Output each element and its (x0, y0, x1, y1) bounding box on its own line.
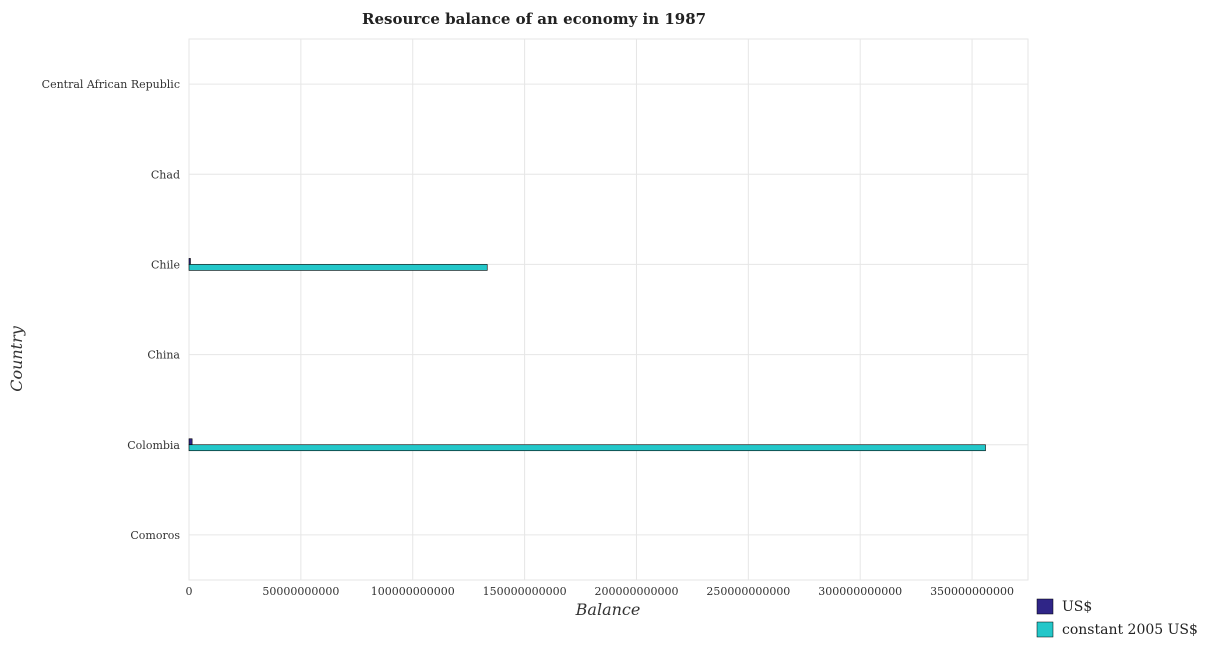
grid (188, 38, 1029, 581)
legend: US$ constant 2005 US$ (1036, 598, 1198, 638)
y-tick-label: China (147, 349, 180, 362)
x-tick-label: 0 (186, 585, 193, 598)
y-axis-label: Country (7, 325, 26, 392)
x-tick-label: 50000000000 (262, 585, 339, 598)
legend-swatch-constant-2005 (1036, 621, 1054, 638)
x-tick-label: 200000000000 (594, 585, 678, 598)
legend-label-us-dollar: US$ (1062, 599, 1092, 615)
y-tick-label: Chad (151, 168, 180, 181)
chart-title: Resource balance of an economy in 1987 (362, 10, 706, 28)
x-tick-label: 300000000000 (818, 585, 902, 598)
plot-frame (188, 38, 1029, 581)
bar-constant-2005-chile (188, 264, 488, 271)
y-tick-labels: Central African Republic Chad Chile China Co… (42, 78, 181, 542)
y-tick-label: Comoros (130, 529, 180, 542)
bar-us-dollar-colombia (188, 438, 193, 446)
x-tick-label: 150000000000 (483, 585, 567, 598)
legend-swatch-us-dollar (1036, 598, 1054, 615)
x-tick-label: 250000000000 (706, 585, 790, 598)
x-tick-label: 350000000000 (930, 585, 1014, 598)
x-tick-labels: 0 50000000000 100000000000 150000000000 2000… (186, 585, 1015, 598)
bar-constant-2005-colombia (188, 444, 986, 452)
y-tick-label: Chile (151, 258, 180, 271)
bar-us-dollar-chile (188, 258, 191, 265)
x-tick-label: 100000000000 (371, 585, 455, 598)
y-tick-label: Colombia (127, 439, 180, 452)
legend-label-constant-2005: constant 2005 US$ (1062, 622, 1198, 638)
bars (188, 258, 986, 452)
x-axis-label: Balance (575, 600, 641, 619)
y-tick-label: Central African Republic (42, 78, 180, 91)
